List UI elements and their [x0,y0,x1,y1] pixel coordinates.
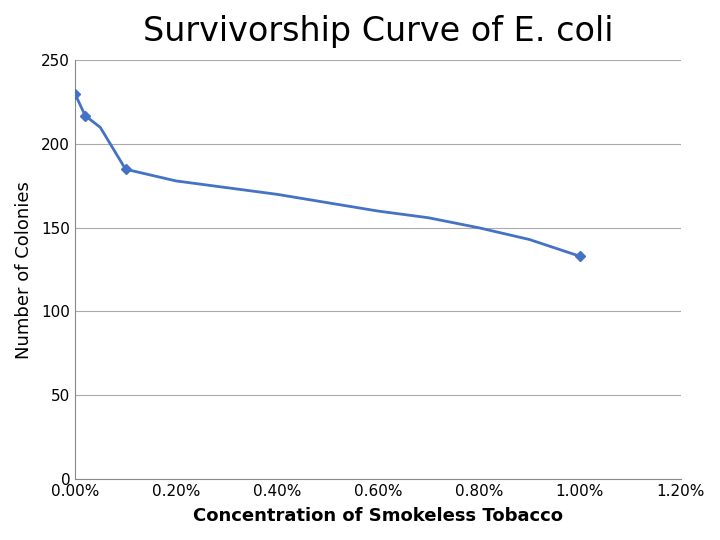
X-axis label: Concentration of Smokeless Tobacco: Concentration of Smokeless Tobacco [193,507,563,525]
Title: Survivorship Curve of E. coli: Survivorship Curve of E. coli [143,15,613,48]
Y-axis label: Number of Colonies: Number of Colonies [15,181,33,359]
